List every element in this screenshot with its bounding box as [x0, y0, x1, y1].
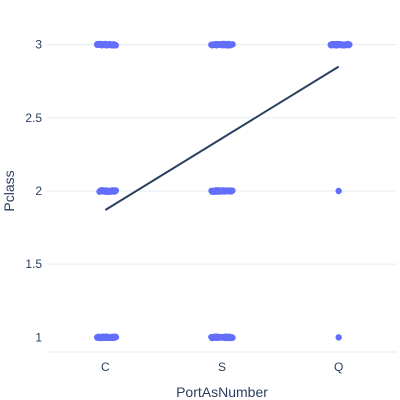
point-S-class3-39: [229, 41, 236, 48]
y-tick-label-0: 1: [35, 330, 42, 344]
point-C-class1-39: [112, 333, 120, 341]
x-axis-title: PortAsNumber: [176, 384, 268, 400]
point-Q-class3-39: [346, 41, 353, 48]
y-tick-label-4: 3: [35, 38, 42, 52]
point-Q-class2-0: [335, 187, 342, 195]
point-S-class1-39: [229, 334, 236, 341]
grid-lines: [47, 44, 397, 265]
y-tick-label-3: 2.5: [25, 111, 42, 125]
point-Q-class1-0: [335, 334, 342, 341]
trendline-layer: [104, 65, 340, 211]
y-tick-label-1: 1.5: [25, 257, 42, 271]
point-S-class2-39: [229, 187, 236, 194]
point-C-class2-39: [112, 187, 120, 194]
y-tick-label-2: 2: [35, 184, 42, 198]
y-tick-labels: 1 1.5 2 2.5 3: [25, 38, 42, 345]
trendline: [104, 65, 340, 211]
scatter-points: [93, 40, 353, 342]
point-C-class3-39: [112, 42, 119, 49]
x-tick-label-Q: Q: [334, 360, 343, 374]
x-tick-label-S: S: [218, 360, 226, 374]
x-tick-label-C: C: [101, 360, 110, 374]
y-axis-title: Pclass: [1, 170, 17, 211]
